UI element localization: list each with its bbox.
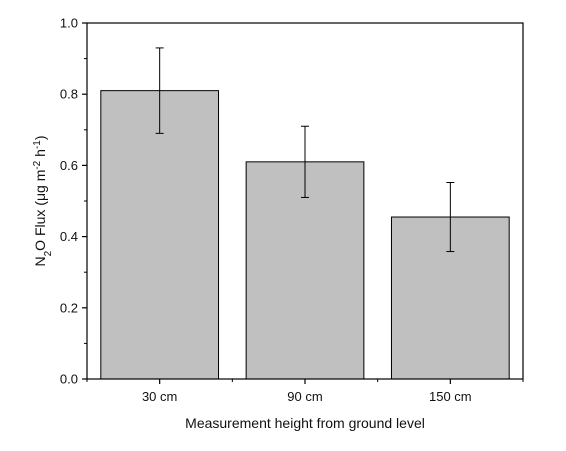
x-tick-labels: 30 cm 90 cm 150 cm bbox=[142, 389, 472, 404]
y-tick-label: 0.0 bbox=[60, 372, 78, 387]
bar-90-cm bbox=[245, 161, 365, 380]
y-tick-label: 1.0 bbox=[60, 16, 78, 31]
bar-30-cm bbox=[100, 90, 220, 380]
plot-marks bbox=[82, 22, 524, 384]
y-tick-labels: 0.0 0.2 0.4 0.6 0.8 1.0 bbox=[60, 16, 78, 387]
y-axis-title: N2O Flux (μg m-2 h-1) bbox=[32, 135, 54, 266]
y-tick-label: 0.4 bbox=[60, 229, 78, 244]
x-tick-label: 90 cm bbox=[287, 389, 322, 404]
x-tick-label: 30 cm bbox=[142, 389, 177, 404]
plot-frame bbox=[86, 22, 524, 380]
y-tick-label: 0.2 bbox=[60, 300, 78, 315]
x-axis-title: Measurement height from ground level bbox=[185, 415, 425, 431]
y-tick-label: 0.8 bbox=[60, 87, 78, 102]
x-tick-label: 150 cm bbox=[429, 389, 472, 404]
y-tick-label: 0.6 bbox=[60, 158, 78, 173]
